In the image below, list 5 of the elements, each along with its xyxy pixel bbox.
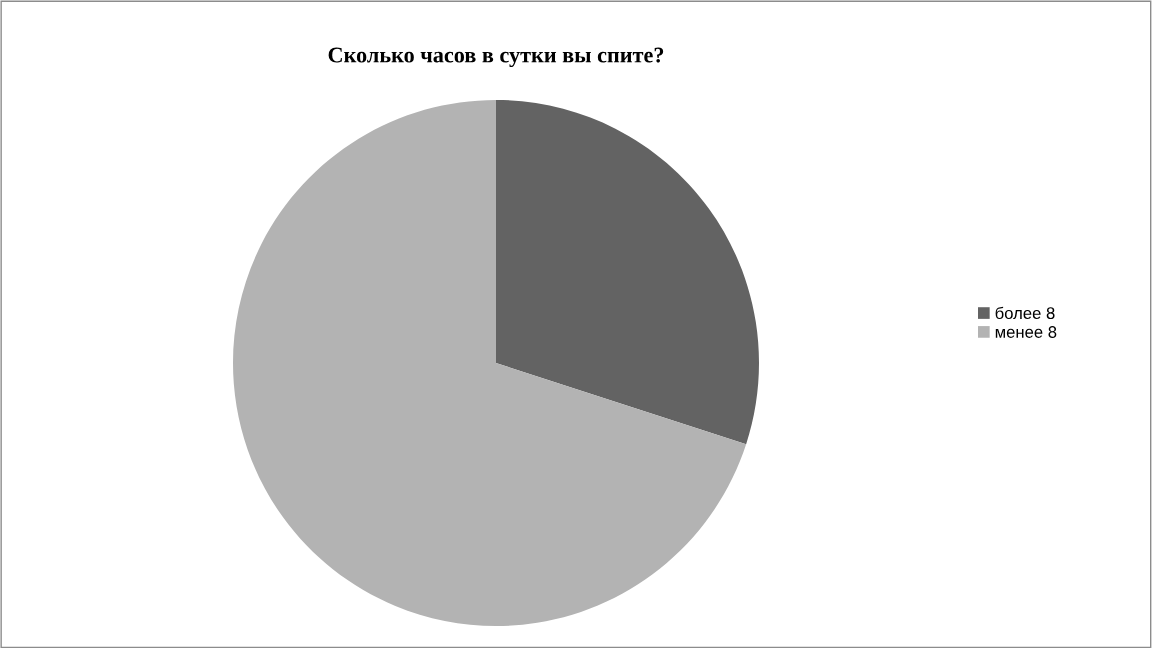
pie-slice — [233, 100, 747, 626]
chart-title: Сколько часов в сутки вы спите? — [328, 47, 664, 68]
legend-label: более 8 — [995, 306, 1055, 320]
pie-slice — [496, 100, 759, 445]
legend-label: менее 8 — [995, 326, 1057, 338]
